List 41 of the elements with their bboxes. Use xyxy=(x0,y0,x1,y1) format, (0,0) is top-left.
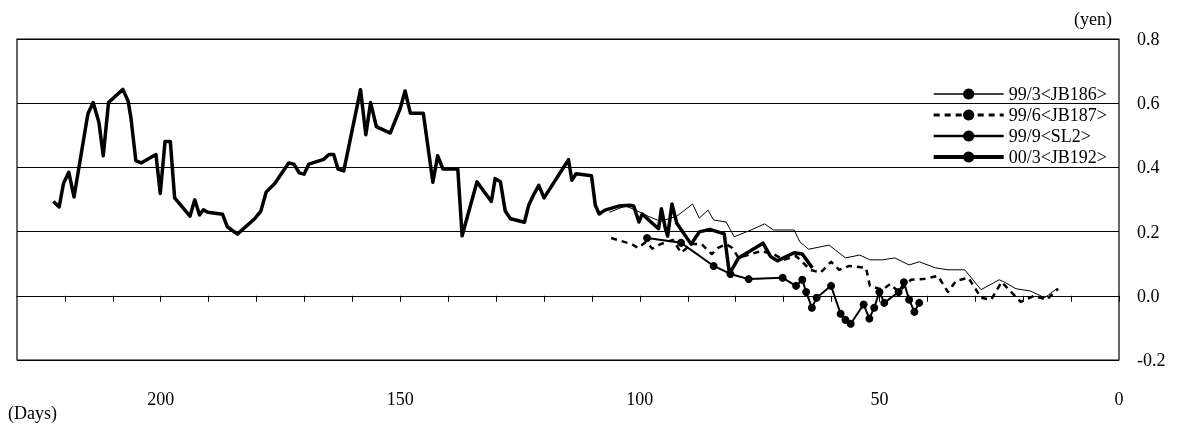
y-tick-label: -0.2 xyxy=(1137,350,1166,370)
y-tick-label: 0.8 xyxy=(1137,29,1160,49)
point xyxy=(910,307,919,316)
point xyxy=(802,287,811,296)
point xyxy=(846,319,855,328)
point xyxy=(709,261,718,270)
legend-label: 00/3<JB192> xyxy=(1008,147,1108,167)
point xyxy=(827,281,836,290)
x-tick-label: 100 xyxy=(626,389,654,409)
point xyxy=(865,314,874,323)
point xyxy=(859,300,868,309)
point xyxy=(812,293,821,302)
point xyxy=(880,298,889,307)
point xyxy=(875,287,884,296)
y-tick-label: 0.0 xyxy=(1137,285,1160,306)
y-tick-label: 0.4 xyxy=(1137,157,1160,178)
point xyxy=(677,238,686,247)
point xyxy=(915,298,924,307)
x-tick-label: 50 xyxy=(870,389,889,409)
point xyxy=(744,275,753,284)
point xyxy=(841,315,850,324)
x-tick-label: 200 xyxy=(147,389,175,409)
x-tick-label: 0 xyxy=(1114,389,1124,409)
point xyxy=(792,281,801,290)
legend-label: 99/6<JB187> xyxy=(1008,105,1108,125)
legend-label: 99/3<JB186> xyxy=(1008,84,1108,104)
point xyxy=(798,275,807,284)
y-tick-label: 0.6 xyxy=(1137,93,1160,114)
point xyxy=(870,303,879,312)
y-tick-label: 0.2 xyxy=(1137,221,1160,242)
point xyxy=(894,287,903,296)
point xyxy=(899,278,908,287)
point xyxy=(778,273,787,282)
point xyxy=(643,234,652,243)
y-axis-title: (yen) xyxy=(1074,9,1113,30)
point xyxy=(905,295,914,304)
legend-label: 99/9<SL2> xyxy=(1008,126,1091,146)
x-axis-title: (Days) xyxy=(8,403,57,424)
point xyxy=(836,309,845,318)
point xyxy=(807,303,816,312)
x-tick-label: 150 xyxy=(386,389,414,409)
